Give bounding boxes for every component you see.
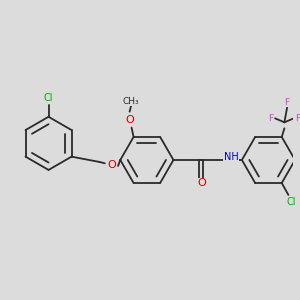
- Text: Cl: Cl: [44, 93, 53, 103]
- Text: F: F: [268, 114, 274, 123]
- Text: O: O: [125, 115, 134, 125]
- Text: F: F: [295, 114, 300, 123]
- Text: CH₃: CH₃: [123, 97, 139, 106]
- Text: F: F: [284, 98, 290, 107]
- Text: O: O: [107, 160, 116, 170]
- Text: O: O: [197, 178, 206, 188]
- Text: NH: NH: [224, 152, 239, 162]
- Text: Cl: Cl: [286, 196, 296, 207]
